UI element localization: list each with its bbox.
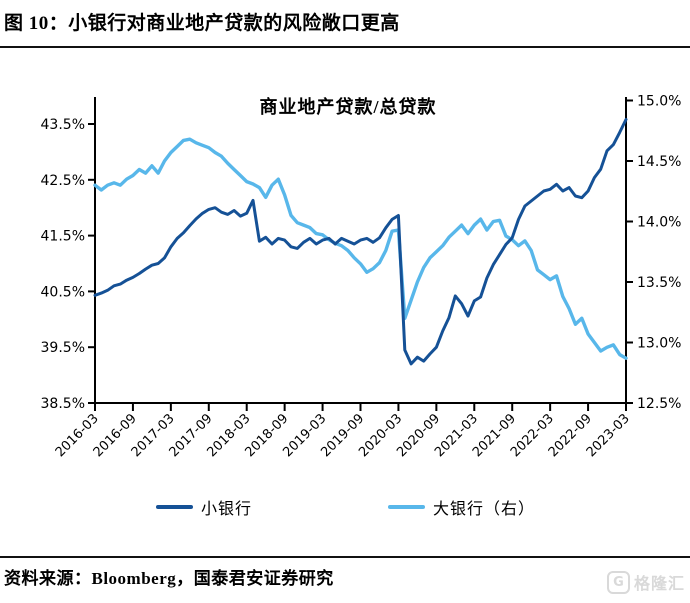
- top-divider: [0, 46, 690, 48]
- y-axis-left-tick-label: 39.5%: [41, 340, 85, 356]
- y-axis-right-tick-label: 14.0%: [637, 215, 681, 231]
- legend-item-small-banks: 小银行: [156, 495, 252, 519]
- gelonghui-logo-icon: G: [606, 570, 630, 594]
- y-axis-left-tick-label: 43.5%: [41, 117, 85, 133]
- y-axis-right-tick-label: 12.5%: [637, 396, 681, 412]
- y-axis-left-tick-label: 38.5%: [41, 396, 85, 412]
- large-banks-line: [93, 137, 628, 360]
- chart-title: 商业地产贷款/总贷款: [259, 96, 436, 117]
- y-axis-right-tick-label: 13.5%: [637, 275, 681, 291]
- y-axis-left-tick-label: 41.5%: [41, 229, 85, 245]
- y-axis-right-tick-label: 14.5%: [637, 154, 681, 170]
- small-banks-line: [93, 118, 628, 366]
- gelonghui-logo-text: 格隆汇: [633, 574, 685, 593]
- bottom-divider: [0, 556, 690, 558]
- source-text: 资料来源：Bloomberg，国泰君安证券研究: [4, 569, 334, 588]
- y-axis-right-tick-label: 15.0%: [637, 94, 681, 110]
- y-axis-left-tick-label: 42.5%: [41, 173, 85, 189]
- y-axis-right-tick-label: 13.0%: [637, 336, 681, 352]
- large-banks-line-swatch: [388, 504, 425, 510]
- page-title: 图 10：小银行对商业地产贷款的风险敞口更高: [4, 13, 400, 34]
- gelonghui-watermark: G 格隆汇: [606, 570, 685, 594]
- y-axis-left-tick-label: 40.5%: [41, 284, 85, 300]
- legend-label-small-banks: 小银行: [201, 501, 253, 518]
- legend-label-large-banks: 大银行（右）: [433, 501, 536, 518]
- small-banks-line-swatch: [156, 504, 193, 510]
- legend-item-large-banks: 大银行（右）: [388, 495, 535, 519]
